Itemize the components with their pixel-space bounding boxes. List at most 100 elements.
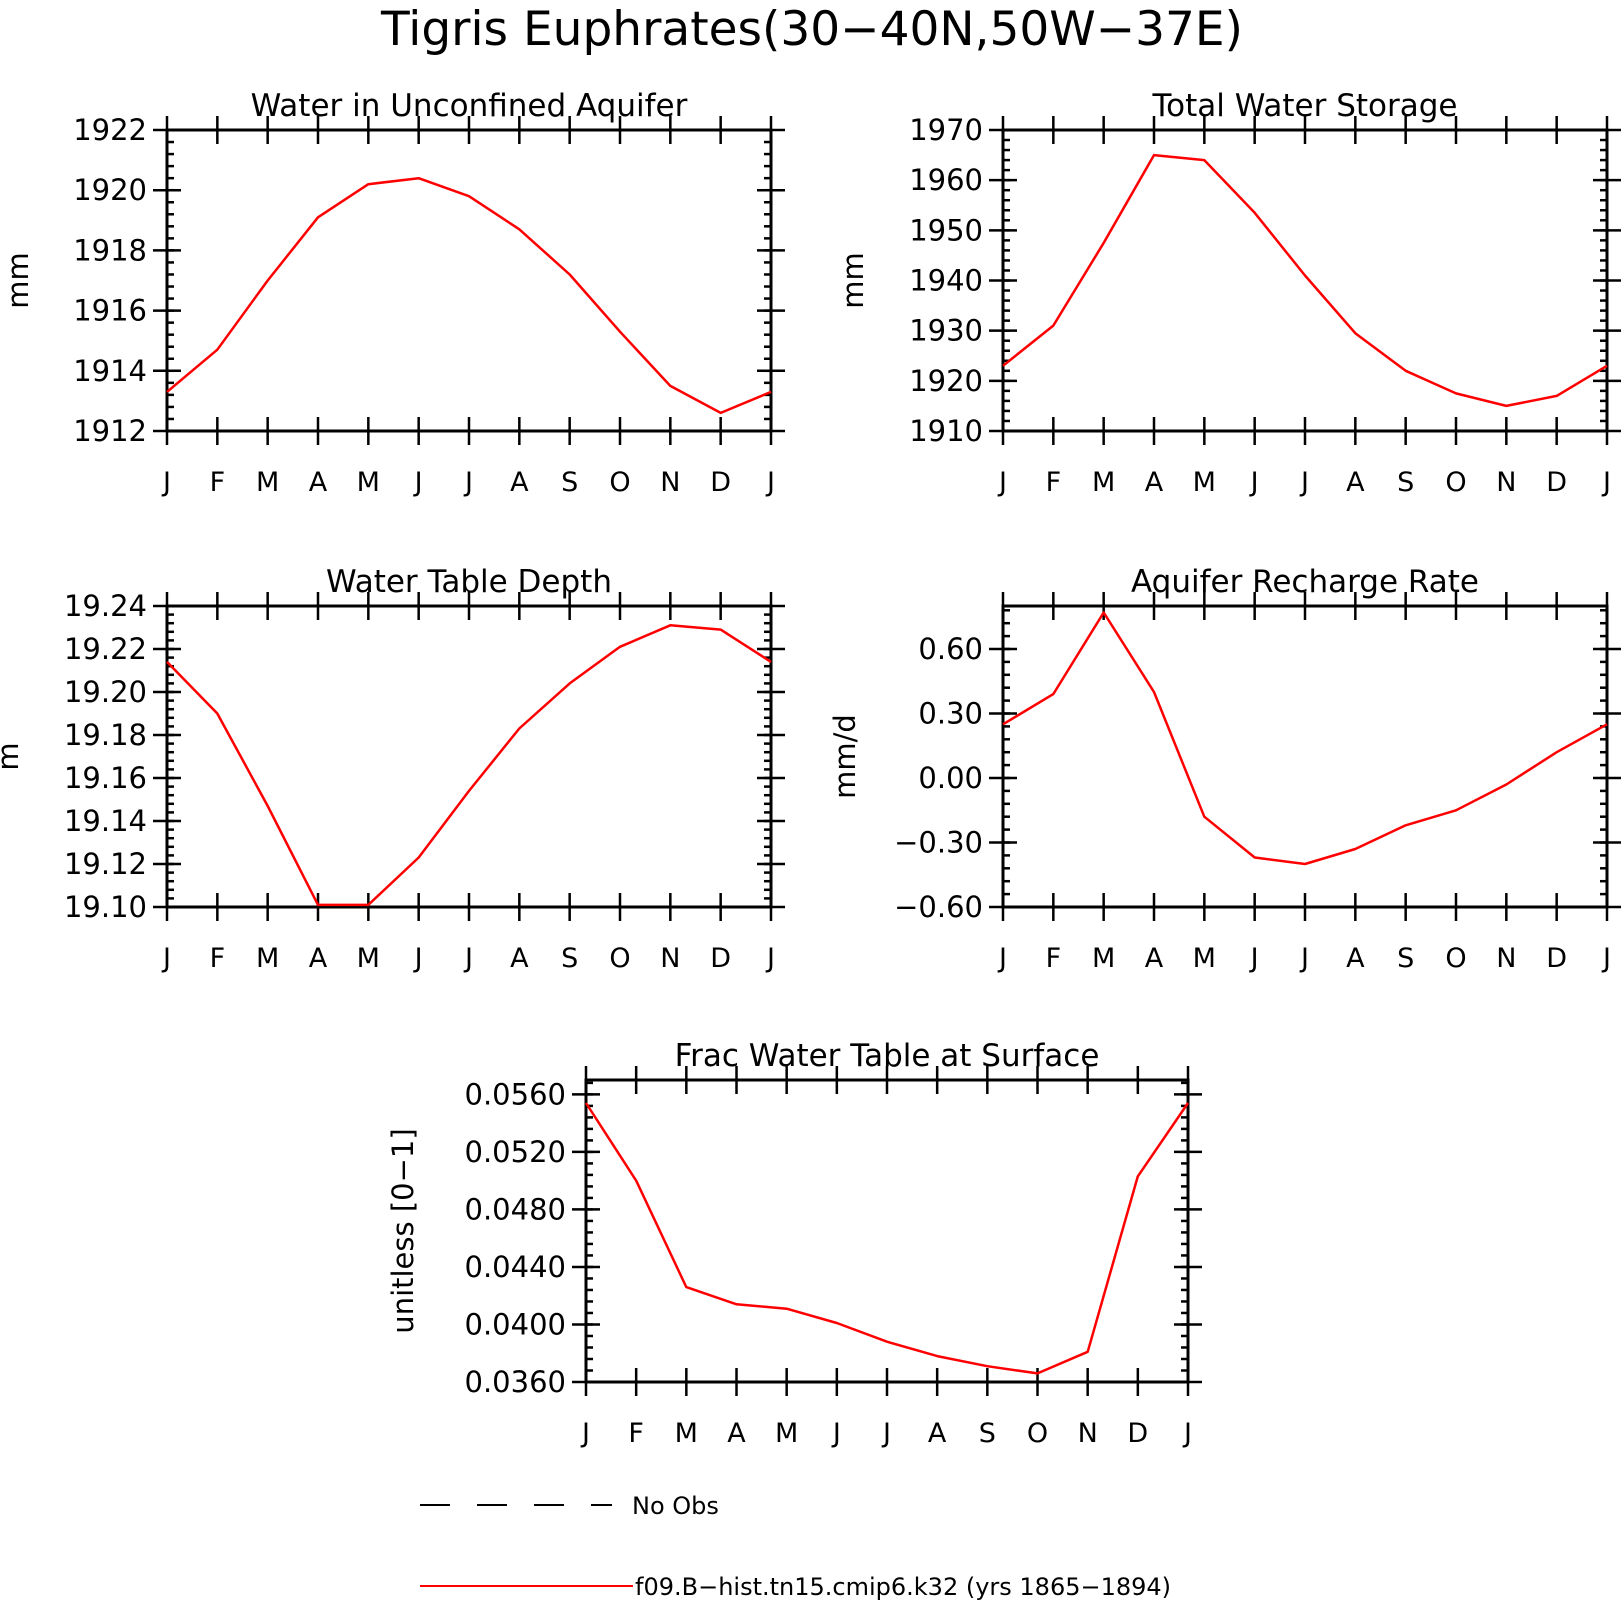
y-tick-label: 0.0520: [465, 1135, 566, 1169]
plot-frame: [1001, 604, 1609, 909]
series-line: [166, 176, 772, 415]
x-tick-label: D: [710, 467, 731, 498]
y-tick-label: 1910: [909, 414, 983, 448]
x-tick-label: D: [1127, 1418, 1148, 1449]
legend-obs-label: No Obs: [632, 1492, 719, 1520]
x-tick-label: N: [1496, 943, 1516, 974]
x-tick-label: J: [413, 467, 423, 498]
x-tick-label: O: [1445, 467, 1466, 498]
y-tick-label: 19.10: [64, 890, 147, 924]
x-tick-label: M: [1092, 467, 1115, 498]
y-tick-label: 19.16: [64, 761, 147, 795]
x-tick-label: O: [1027, 1418, 1048, 1449]
panel-2: Total Water Storagemm1910192019301940195…: [836, 88, 1621, 498]
x-tick-label: F: [1046, 943, 1062, 974]
x-tick-label: O: [609, 467, 630, 498]
y-tick-label: 0.0560: [465, 1077, 566, 1111]
x-tick-label: M: [256, 467, 279, 498]
series-line: [584, 1102, 1190, 1375]
x-tick-label: J: [997, 943, 1007, 974]
x-tick-label: J: [997, 467, 1007, 498]
y-tick-label: 1912: [73, 414, 147, 448]
plot-frame: [1001, 128, 1609, 433]
y-tick-label: 19.22: [64, 632, 147, 666]
y-tick-label: 1960: [909, 163, 983, 197]
y-tick-label: −0.30: [894, 826, 983, 860]
y-tick-label: 1918: [73, 233, 147, 267]
x-tick-label: S: [1397, 943, 1414, 974]
x-tick-label: J: [831, 1418, 841, 1449]
x-tick-label: A: [1145, 467, 1164, 498]
x-tick-label: M: [357, 943, 380, 974]
y-tick-label: 19.12: [64, 847, 147, 881]
plot-frame: [165, 128, 773, 433]
x-tick-label: J: [580, 1418, 590, 1449]
x-tick-label: J: [765, 943, 775, 974]
x-tick-label: D: [710, 943, 731, 974]
y-tick-label: 0.00: [918, 761, 983, 795]
x-tick-label: A: [928, 1418, 947, 1449]
y-tick-label: 19.24: [64, 589, 147, 623]
x-tick-label: M: [1193, 467, 1216, 498]
y-tick-label: 1922: [73, 113, 147, 147]
x-tick-label: J: [161, 943, 171, 974]
x-tick-label: M: [775, 1418, 798, 1449]
x-tick-label: F: [628, 1418, 644, 1449]
y-tick-label: 0.0440: [465, 1250, 566, 1284]
x-tick-label: D: [1546, 467, 1567, 498]
x-tick-label: S: [561, 467, 578, 498]
x-tick-label: J: [463, 467, 473, 498]
legend-model-label: f09.B−hist.tn15.cmip6.k32 (yrs 1865−1894…: [635, 1573, 1171, 1601]
y-tick-label: 0.0400: [465, 1307, 566, 1341]
y-axis-label: mm: [836, 252, 870, 309]
x-tick-label: A: [727, 1418, 746, 1449]
y-tick-label: 1930: [909, 314, 983, 348]
figure-title: Tigris Euphrates(30−40N,50W−37E): [380, 2, 1243, 57]
legend: No Obs f09.B−hist.tn15.cmip6.k32 (yrs 18…: [420, 1492, 1171, 1601]
y-tick-label: 1950: [909, 213, 983, 247]
x-tick-label: A: [1346, 467, 1365, 498]
x-tick-label: S: [561, 943, 578, 974]
y-tick-label: 1914: [73, 354, 147, 388]
x-tick-label: J: [1601, 467, 1611, 498]
x-tick-label: N: [1496, 467, 1516, 498]
y-tick-label: 1940: [909, 264, 983, 298]
x-tick-label: J: [463, 943, 473, 974]
y-tick-label: 19.18: [64, 718, 147, 752]
series-line: [1002, 153, 1608, 408]
x-tick-label: A: [1145, 943, 1164, 974]
y-axis-label: mm: [1, 252, 35, 309]
y-tick-label: 19.14: [64, 804, 147, 838]
x-tick-label: J: [1601, 943, 1611, 974]
x-tick-label: M: [357, 467, 380, 498]
y-axis-label: unitless [0−1]: [386, 1128, 420, 1333]
x-tick-label: D: [1546, 943, 1567, 974]
x-tick-label: M: [1092, 943, 1115, 974]
y-axis-label: m: [0, 742, 25, 770]
x-tick-label: F: [210, 467, 226, 498]
x-tick-label: M: [256, 943, 279, 974]
x-tick-label: J: [765, 467, 775, 498]
x-tick-label: J: [1299, 943, 1309, 974]
x-tick-label: J: [1182, 1418, 1192, 1449]
x-tick-label: O: [1445, 943, 1466, 974]
x-tick-label: J: [1299, 467, 1309, 498]
series-line: [1002, 611, 1608, 866]
y-tick-label: −0.60: [894, 890, 983, 924]
x-tick-label: J: [161, 467, 171, 498]
series-line: [166, 624, 772, 907]
x-tick-label: F: [210, 943, 226, 974]
y-tick-label: 1920: [73, 173, 147, 207]
x-tick-label: A: [510, 943, 529, 974]
y-tick-label: 0.0480: [465, 1192, 566, 1226]
x-tick-label: N: [660, 943, 680, 974]
y-tick-label: 19.20: [64, 675, 147, 709]
x-tick-label: J: [881, 1418, 891, 1449]
plot-frame: [584, 1078, 1190, 1384]
plot-frame: [165, 604, 773, 909]
x-tick-label: M: [1193, 943, 1216, 974]
x-tick-label: A: [510, 467, 529, 498]
y-tick-label: 0.60: [918, 632, 983, 666]
